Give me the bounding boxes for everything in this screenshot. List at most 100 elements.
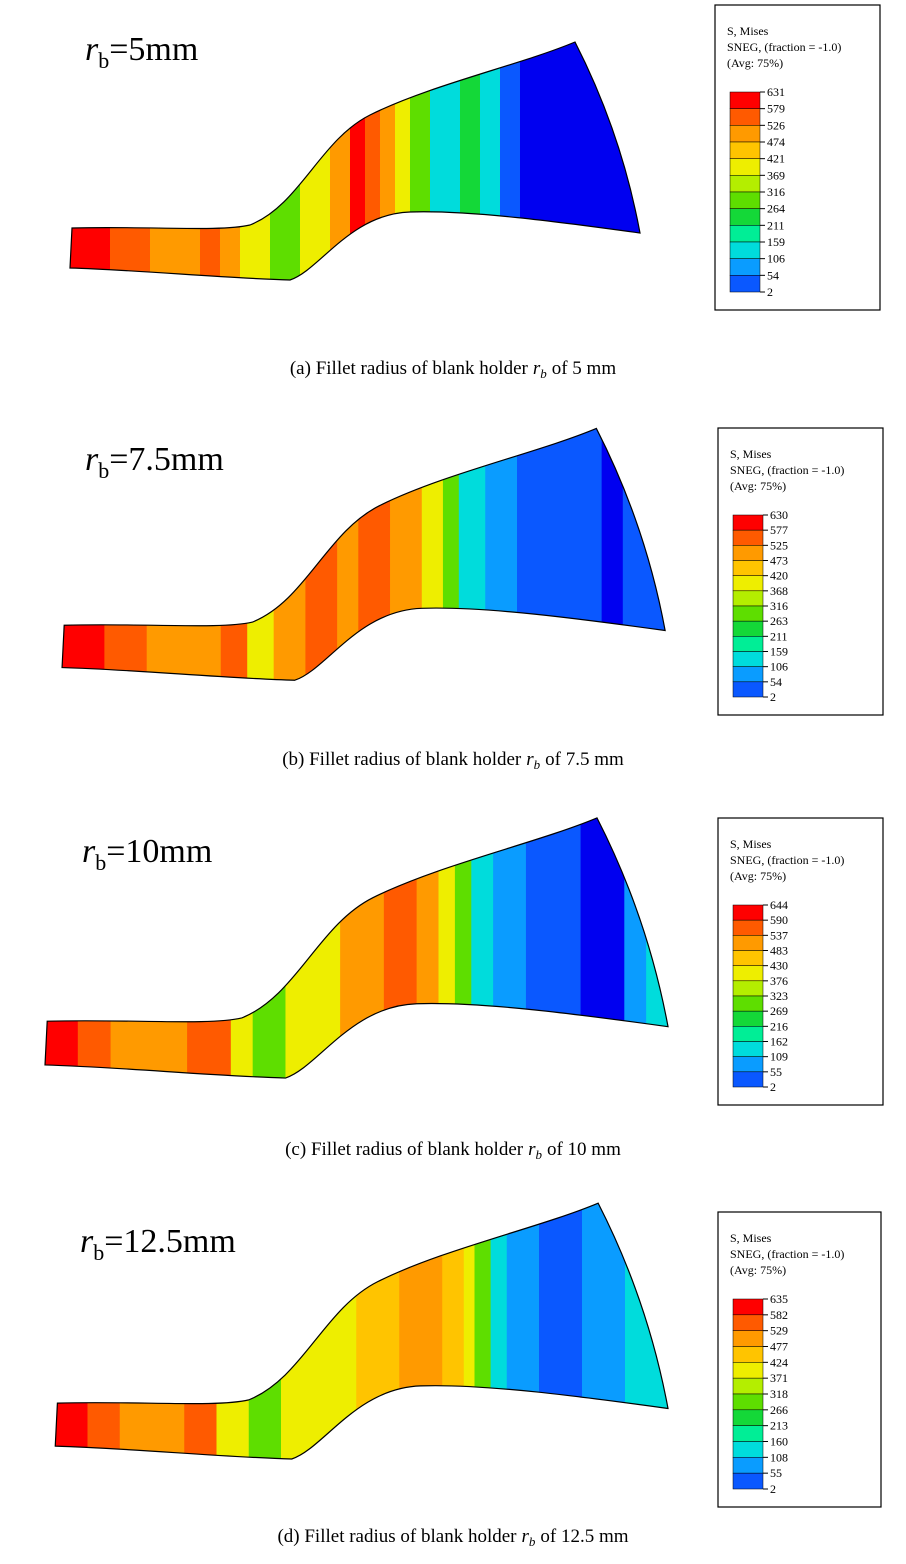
- legend-value: 369: [767, 168, 785, 182]
- blank-outline: [61, 427, 666, 681]
- contour-band: [281, 1203, 357, 1460]
- caption-suffix: of 10 mm: [547, 1139, 621, 1160]
- legend-value: 159: [770, 645, 788, 659]
- legend-value: 376: [770, 974, 788, 988]
- caption: (c) Fillet radius of blank holder rb of 10…: [285, 1139, 621, 1162]
- legend-swatch: [729, 225, 761, 243]
- label-symbol: r: [85, 31, 99, 68]
- contour-band: [273, 428, 306, 681]
- contour-band: [340, 817, 385, 1079]
- contour-band: [580, 817, 625, 1079]
- legend-value: 263: [770, 614, 788, 628]
- legend-swatch: [732, 1041, 764, 1057]
- caption-prefix: (b) Fillet radius of blank holder: [282, 749, 522, 770]
- legend-value: 159: [767, 235, 785, 249]
- legend-value: 2: [770, 690, 776, 704]
- legend-swatch: [732, 1393, 764, 1411]
- legend-swatch: [732, 935, 764, 951]
- contour-band: [330, 42, 351, 280]
- contour-band: [601, 428, 624, 681]
- legend-swatch: [729, 175, 761, 193]
- contour-band: [442, 428, 460, 681]
- contour-band: [517, 428, 603, 681]
- contour-band: [220, 428, 248, 681]
- legend-swatch: [732, 1026, 764, 1042]
- contour-band: [520, 42, 640, 280]
- legend-swatch: [732, 965, 764, 982]
- legend-title: SNEG, (fraction = -1.0): [730, 463, 844, 477]
- legend-title: S, Mises: [730, 1231, 772, 1245]
- legend-value: 368: [770, 584, 788, 598]
- legend-swatch: [732, 1330, 764, 1347]
- legend-title: SNEG, (fraction = -1.0): [730, 853, 844, 867]
- contour-band: [460, 42, 481, 280]
- legend-title: (Avg: 75%): [727, 56, 783, 70]
- legend-swatch: [732, 1409, 764, 1426]
- contour-band: [248, 1203, 282, 1460]
- legend-swatch: [732, 1472, 764, 1490]
- contour-band: [390, 428, 423, 681]
- legend-swatch: [732, 1056, 764, 1073]
- legend-swatch: [732, 1362, 764, 1379]
- legend-value: 579: [767, 102, 785, 116]
- legend-value: 269: [770, 1004, 788, 1018]
- legend-value: 525: [770, 538, 788, 552]
- legend-value: 635: [770, 1292, 788, 1306]
- caption-subscript: b: [540, 366, 547, 381]
- legend-swatch: [732, 1377, 764, 1395]
- contour-band: [252, 817, 287, 1079]
- legend-value: 266: [770, 1403, 788, 1417]
- legend-value: 213: [770, 1419, 788, 1433]
- label-subscript: b: [98, 48, 109, 73]
- contour-band: [582, 1203, 626, 1460]
- radius-label: rb=12.5mm: [80, 1223, 236, 1265]
- legend-swatch: [732, 529, 764, 546]
- legend-title: (Avg: 75%): [730, 1263, 786, 1277]
- legend-swatch: [729, 158, 761, 176]
- legend-value: 106: [770, 660, 788, 674]
- contour-band: [337, 428, 359, 681]
- contour-plot: [69, 41, 641, 281]
- caption-suffix: of 7.5 mm: [545, 749, 624, 770]
- legend-swatch: [732, 1010, 764, 1027]
- caption: (a) Fillet radius of blank holder rb of 5 …: [290, 358, 616, 381]
- legend-swatch: [732, 1314, 764, 1331]
- legend-value: 630: [770, 508, 788, 522]
- legend-value: 162: [770, 1035, 788, 1049]
- legend-swatch: [729, 108, 761, 126]
- contour-band: [305, 428, 338, 681]
- legend-swatch: [732, 605, 764, 622]
- blank-outline: [69, 41, 641, 281]
- contour-band: [380, 42, 396, 280]
- contour-band: [358, 428, 391, 681]
- legend-value: 421: [767, 152, 785, 166]
- legend-swatch: [729, 191, 761, 209]
- contour-band: [356, 1203, 400, 1460]
- legend-swatch: [732, 514, 764, 531]
- legend-swatch: [732, 904, 764, 921]
- legend-value: 109: [770, 1050, 788, 1064]
- legend-title: S, Mises: [727, 24, 769, 38]
- label-symbol: r: [82, 833, 96, 870]
- legend-swatch: [732, 575, 764, 592]
- legend-swatch: [732, 995, 764, 1012]
- legend-value: 430: [770, 959, 788, 973]
- label-symbol: r: [85, 441, 99, 478]
- contour-band: [622, 428, 666, 681]
- contour-band: [220, 42, 241, 280]
- legend-swatch: [732, 560, 764, 576]
- legend-swatch: [729, 141, 761, 159]
- legend-title: S, Mises: [730, 447, 772, 461]
- contour-band: [383, 817, 418, 1079]
- legend-title: (Avg: 75%): [730, 869, 786, 883]
- caption-suffix: of 12.5 mm: [540, 1526, 628, 1547]
- blank-outline: [54, 1202, 669, 1460]
- contour-band: [350, 42, 366, 280]
- legend-value: 160: [770, 1435, 788, 1449]
- legend-swatch: [732, 666, 764, 683]
- legend-value: 526: [767, 118, 785, 132]
- legend-swatch: [732, 1425, 764, 1442]
